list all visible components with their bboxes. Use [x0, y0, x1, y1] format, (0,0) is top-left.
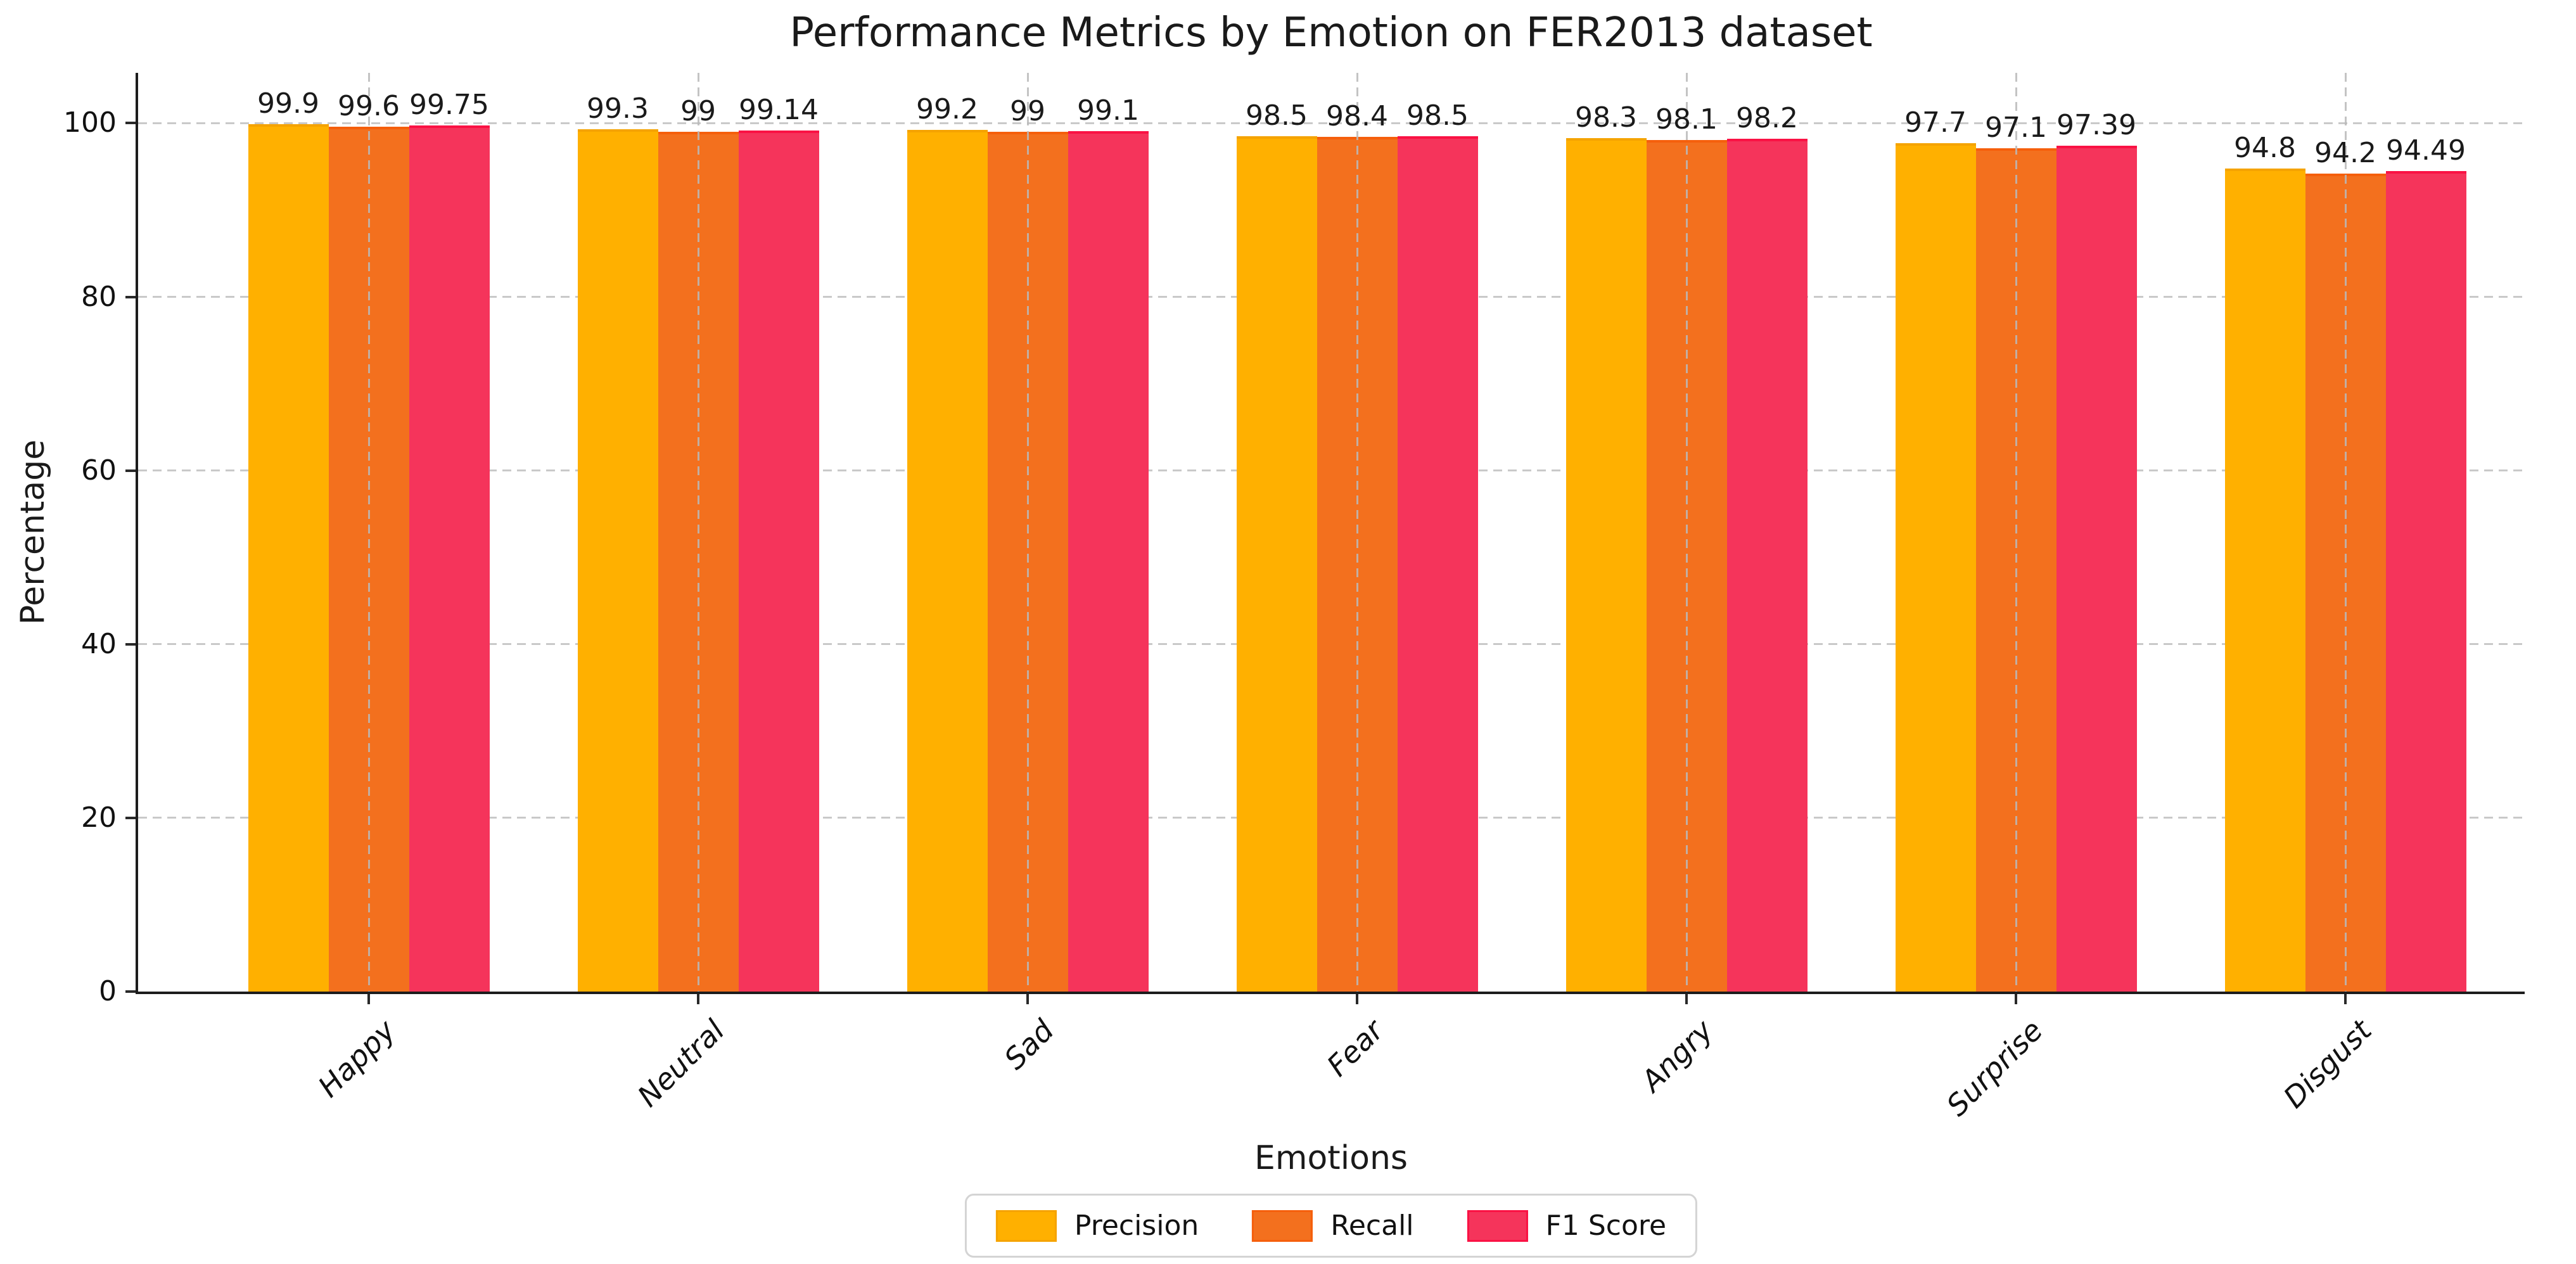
- x-tick: [1356, 992, 1358, 1004]
- y-tick-label: 0: [99, 975, 117, 1007]
- bar-value-label: 98.3: [1575, 101, 1637, 134]
- bar-value-label: 94.2: [2314, 136, 2376, 169]
- bar-value-label: 98.1: [1655, 103, 1718, 136]
- bar-value-label: 99.2: [916, 93, 978, 126]
- bar-value-label: 98.5: [1406, 99, 1469, 132]
- bar-f1-score-sad: [1068, 131, 1149, 992]
- legend-swatch-icon: [1467, 1210, 1528, 1242]
- v-gridline: [2015, 73, 2017, 992]
- bar-value-label: 99.6: [338, 89, 400, 122]
- x-axis-spine: [136, 992, 2525, 994]
- x-category-label-text: Happy: [311, 1013, 402, 1104]
- bar-value-label: 99: [680, 95, 716, 128]
- bar-precision-fear: [1236, 136, 1317, 992]
- v-gridline: [367, 73, 370, 992]
- bar-precision-angry: [1565, 137, 1647, 992]
- v-gridline: [2344, 73, 2347, 992]
- bar-f1-score-surprise: [2056, 146, 2137, 992]
- legend-item-f1-score: F1 Score: [1467, 1210, 1667, 1242]
- bar-value-label: 97.39: [2056, 109, 2136, 142]
- legend-swatch-icon: [995, 1210, 1057, 1242]
- legend: Precision Recall F1 Score: [964, 1194, 1698, 1258]
- y-tick-label: 80: [81, 280, 117, 313]
- bar-f1-score-angry: [1726, 139, 1808, 992]
- bar-value-label: 97.7: [1904, 106, 1967, 139]
- bar-value-label: 98.2: [1736, 102, 1798, 135]
- bar-precision-neutral: [577, 129, 658, 992]
- x-tick: [697, 992, 699, 1004]
- bar-value-label: 97.1: [1985, 112, 2047, 144]
- v-gridline: [1026, 73, 1029, 992]
- x-tick: [1685, 992, 1688, 1004]
- bar-value-label: 99.3: [587, 93, 649, 125]
- bar-f1-score-fear: [1397, 136, 1478, 992]
- y-tick: [125, 295, 138, 298]
- x-tick: [1026, 992, 1029, 1004]
- bar-precision-sad: [907, 130, 988, 992]
- bar-value-label: 99.9: [257, 87, 319, 120]
- y-tick-label: 20: [81, 801, 117, 834]
- y-tick-label: 100: [63, 106, 117, 139]
- y-tick: [125, 816, 138, 819]
- bar-value-label: 99.14: [739, 94, 819, 127]
- x-tick: [367, 992, 370, 1004]
- bar-f1-score-neutral: [738, 131, 819, 992]
- x-category-label-text: Sad: [997, 1013, 1061, 1076]
- y-tick: [125, 990, 138, 993]
- legend-label: Recall: [1330, 1210, 1414, 1242]
- chart-title: Performance Metrics by Emotion on FER201…: [789, 10, 1873, 56]
- legend-item-precision: Precision: [995, 1210, 1199, 1242]
- v-gridline: [697, 73, 699, 992]
- legend-item-recall: Recall: [1252, 1210, 1414, 1242]
- x-category-label-text: Neutral: [630, 1013, 732, 1114]
- bar-value-label: 99.75: [409, 88, 489, 121]
- bar-value-label: 98.5: [1246, 99, 1308, 132]
- y-tick: [125, 122, 138, 125]
- bar-f1-score-happy: [409, 125, 490, 992]
- x-category-label-text: Fear: [1320, 1013, 1391, 1083]
- y-axis-spine: [136, 73, 138, 994]
- x-category-label-text: Angry: [1634, 1013, 1720, 1099]
- y-tick: [125, 642, 138, 646]
- bar-value-label: 99: [1010, 95, 1045, 128]
- h-gridline: [138, 122, 2525, 124]
- legend-label: F1 Score: [1545, 1210, 1667, 1242]
- y-tick-label: 60: [81, 454, 117, 487]
- x-axis-label: Emotions: [1254, 1139, 1408, 1177]
- x-tick: [2344, 992, 2347, 1004]
- v-gridline: [1356, 73, 1358, 992]
- bar-value-label: 94.49: [2386, 134, 2466, 167]
- v-gridline: [1685, 73, 1688, 992]
- bar-f1-score-disgust: [2385, 171, 2466, 992]
- bar-precision-happy: [248, 124, 329, 992]
- y-tick: [125, 469, 138, 472]
- bar-precision-surprise: [1895, 143, 1976, 992]
- x-category-label-text: Surprise: [1939, 1013, 2050, 1123]
- y-tick-label: 40: [81, 627, 117, 660]
- bar-precision-disgust: [2224, 168, 2305, 992]
- legend-label: Precision: [1074, 1210, 1199, 1242]
- x-tick: [2015, 992, 2017, 1004]
- bar-value-label: 94.8: [2234, 131, 2296, 164]
- bar-value-label: 99.1: [1077, 94, 1139, 127]
- legend-swatch-icon: [1252, 1210, 1313, 1242]
- x-category-label-text: Disgust: [2277, 1013, 2379, 1115]
- bar-value-label: 98.4: [1326, 100, 1388, 133]
